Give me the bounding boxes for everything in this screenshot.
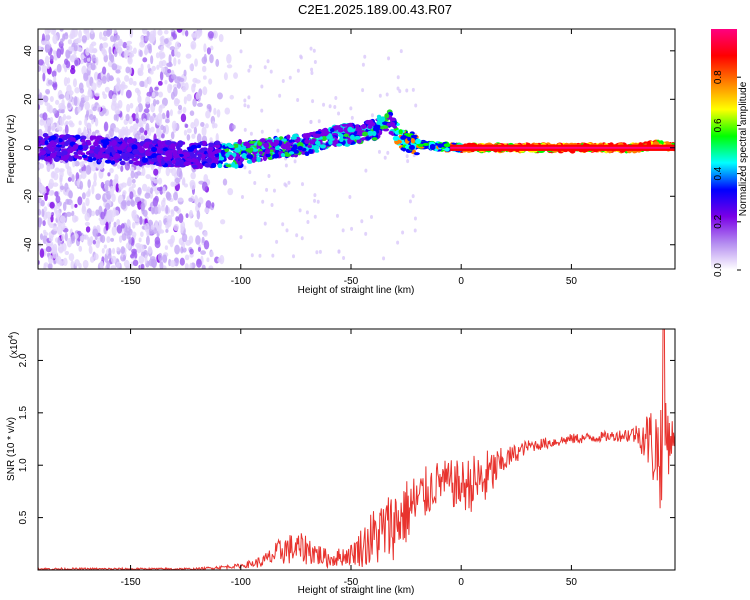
x-tick-label: -100 xyxy=(231,276,251,287)
snr-panel: -150 -100 -50 0 50 0.5 1.0 1.5 2.0 Height of st… xyxy=(6,328,676,596)
x-tick-label: -50 xyxy=(344,276,359,287)
colorbar-ticks: 0.0 0.2 0.4 0.6 0.8 xyxy=(713,70,741,277)
colorbar-tick-label: 0.2 xyxy=(713,214,724,228)
snr-scale-factor: (x104) xyxy=(8,332,20,359)
spectrogram-y-ticks: -40 -20 0 20 40 xyxy=(23,45,675,252)
spectrogram-heatmap xyxy=(38,29,675,269)
snr-y-ticks: 0.5 1.0 1.5 2.0 xyxy=(18,353,675,525)
colorbar-tick-label: 0.8 xyxy=(713,70,724,84)
x-tick-label: -150 xyxy=(121,276,141,287)
x-tick-label: -100 xyxy=(231,577,251,588)
y-tick-label: 0.5 xyxy=(18,510,29,524)
colorbar-tick-label: 0.4 xyxy=(713,166,724,180)
x-tick-label: 50 xyxy=(566,276,578,287)
x-tick-label: 0 xyxy=(458,577,464,588)
x-tick-label: -50 xyxy=(344,577,359,588)
y-tick-label: 1.0 xyxy=(18,458,29,472)
y-tick-label: 1.5 xyxy=(18,405,29,419)
snr-series-line xyxy=(38,329,675,570)
y-tick-label: 0 xyxy=(23,145,34,151)
x-tick-label: -150 xyxy=(121,577,141,588)
snr-y-axis-label: SNR (10 * v/v) xyxy=(6,417,17,481)
colorbar-tick-label: 0.0 xyxy=(713,263,724,277)
spectrogram-panel: -150 -100 -50 0 50 -40 -20 0 20 40 Height of str… xyxy=(6,28,676,296)
x-tick-label: 0 xyxy=(458,276,464,287)
snr-x-ticks: -150 -100 -50 0 50 xyxy=(121,329,578,588)
snr-scale-close: ) xyxy=(9,332,20,335)
snr-scale-exponent: 4 xyxy=(8,335,15,339)
y-tick-label: 20 xyxy=(23,93,34,105)
spectrogram-y-axis-label: Frequency (Hz) xyxy=(6,115,17,184)
snr-plot-frame xyxy=(37,328,676,571)
colorbar-gradient xyxy=(711,29,737,270)
colorbar-label: Normalized spectral amplitude xyxy=(738,81,749,216)
colorbar-tick-label: 0.6 xyxy=(713,118,724,132)
spectrogram-plot-frame xyxy=(37,28,676,270)
y-tick-label: 40 xyxy=(23,45,34,57)
spectrogram-x-ticks: -150 -100 -50 0 50 xyxy=(121,29,578,287)
snr-scale-prefix: (x10 xyxy=(9,338,20,358)
y-tick-label: -40 xyxy=(23,237,34,252)
x-tick-label: 50 xyxy=(566,577,578,588)
spectrogram-x-axis-label: Height of straight line (km) xyxy=(298,285,415,296)
snr-x-axis-label: Height of straight line (km) xyxy=(298,585,415,596)
chart-title: C2E1.2025.189.00.43.R07 xyxy=(298,2,452,17)
colorbar: 0.0 0.2 0.4 0.6 0.8 Normalized spectral ampl… xyxy=(711,29,749,277)
y-tick-label: 2.0 xyxy=(18,353,29,367)
y-tick-label: -20 xyxy=(23,189,34,204)
